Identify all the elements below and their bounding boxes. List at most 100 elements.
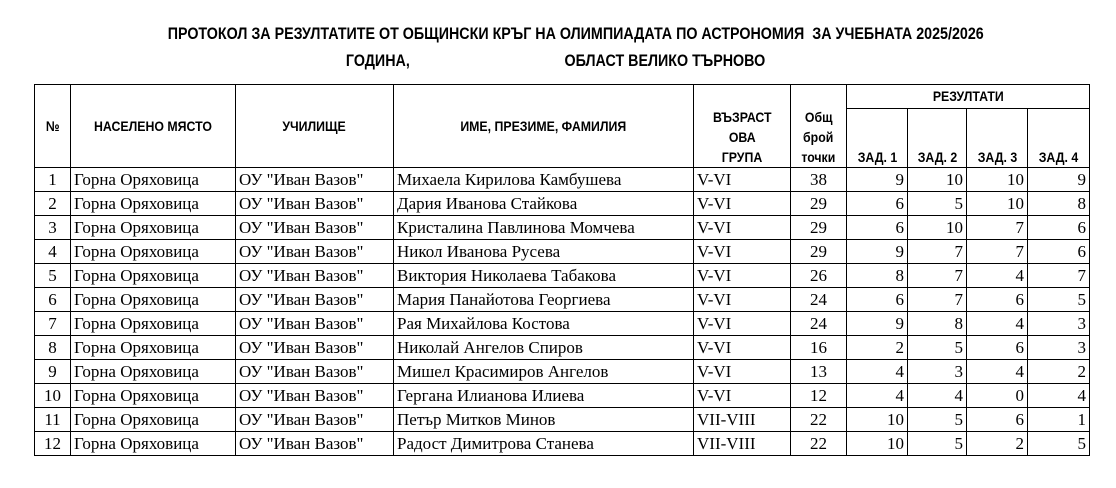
cell-name: Дария Иванова Стайкова: [393, 191, 694, 216]
cell-number: 5: [34, 263, 71, 288]
cell-task-1: 4: [846, 383, 908, 408]
cell-task-4: 6: [1027, 215, 1090, 240]
header-task-1: ЗАД. 1: [846, 107, 908, 169]
cell-total: 29: [790, 191, 847, 216]
cell-task-3: 2: [966, 431, 1028, 456]
header-place: НАСЕЛЕНО МЯСТО: [70, 84, 236, 168]
cell-school: ОУ "Иван Вазов": [235, 239, 394, 264]
cell-school: ОУ "Иван Вазов": [235, 263, 394, 288]
cell-place: Горна Оряховица: [70, 215, 236, 240]
table-row: 2 Горна Оряховица ОУ "Иван Вазов" Дария Ива…: [34, 191, 1090, 216]
cell-task-4: 1: [1027, 407, 1090, 432]
cell-task-1: 6: [846, 215, 908, 240]
cell-name: Гергана Илианова Илиева: [393, 383, 694, 408]
table-row: 11 Горна Оряховица ОУ "Иван Вазов" Петър Ми…: [34, 407, 1090, 432]
cell-age-group: V-VI: [693, 311, 791, 336]
cell-name: Михаела Кирилова Камбушева: [393, 167, 694, 192]
cell-school: ОУ "Иван Вазов": [235, 335, 394, 360]
cell-task-1: 6: [846, 191, 908, 216]
cell-task-4: 6: [1027, 239, 1090, 264]
cell-total: 13: [790, 359, 847, 384]
cell-school: ОУ "Иван Вазов": [235, 287, 394, 312]
cell-task-3: 10: [966, 167, 1028, 192]
cell-school: ОУ "Иван Вазов": [235, 311, 394, 336]
cell-task-3: 4: [966, 359, 1028, 384]
cell-age-group: VII-VIII: [693, 431, 791, 456]
title-text: ГОДИНА, ОБЛАСТ ВЕЛИКО ТЪРНОВО: [346, 51, 766, 70]
cell-task-4: 3: [1027, 335, 1090, 360]
cell-number: 6: [34, 287, 71, 312]
cell-total: 24: [790, 287, 847, 312]
cell-name: Петър Митков Минов: [393, 407, 694, 432]
cell-total: 22: [790, 431, 847, 456]
cell-total: 24: [790, 311, 847, 336]
table-row: 3 Горна Оряховица ОУ "Иван Вазов" Кристалин…: [34, 215, 1090, 240]
cell-task-2: 8: [907, 311, 967, 336]
cell-school: ОУ "Иван Вазов": [235, 431, 394, 456]
cell-task-3: 6: [966, 407, 1028, 432]
cell-task-2: 10: [907, 167, 967, 192]
cell-task-3: 0: [966, 383, 1028, 408]
cell-number: 3: [34, 215, 71, 240]
cell-number: 4: [34, 239, 71, 264]
cell-name: Мишел Красимиров Ангелов: [393, 359, 694, 384]
cell-number: 2: [34, 191, 71, 216]
header-age-group: ВЪЗРАСТ ОВА ГРУПА: [693, 84, 791, 168]
cell-task-1: 9: [846, 239, 908, 264]
cell-place: Горна Оряховица: [70, 431, 236, 456]
cell-school: ОУ "Иван Вазов": [235, 383, 394, 408]
cell-task-3: 6: [966, 335, 1028, 360]
cell-age-group: V-VI: [693, 191, 791, 216]
table-row: 10 Горна Оряховица ОУ "Иван Вазов" Гергана …: [34, 383, 1090, 408]
cell-task-1: 4: [846, 359, 908, 384]
cell-number: 10: [34, 383, 71, 408]
cell-task-3: 7: [966, 215, 1028, 240]
header-number: №: [34, 84, 71, 168]
table-row: 1 Горна Оряховица ОУ "Иван Вазов" Михаела К…: [34, 167, 1090, 192]
cell-task-4: 7: [1027, 263, 1090, 288]
cell-task-2: 4: [907, 383, 967, 408]
table-row: 5 Горна Оряховица ОУ "Иван Вазов" Виктория …: [34, 263, 1090, 288]
cell-name: Рая Михайлова Костова: [393, 311, 694, 336]
document-title-line-1: ПРОТОКОЛ ЗА РЕЗУЛТАТИТЕ ОТ ОБЩИНСКИ КРЪГ…: [18, 24, 1116, 44]
cell-place: Горна Оряховица: [70, 335, 236, 360]
cell-name: Виктория Николаева Табакова: [393, 263, 694, 288]
cell-task-2: 5: [907, 191, 967, 216]
cell-school: ОУ "Иван Вазов": [235, 191, 394, 216]
cell-task-3: 7: [966, 239, 1028, 264]
cell-age-group: V-VI: [693, 359, 791, 384]
cell-place: Горна Оряховица: [70, 167, 236, 192]
cell-age-group: V-VI: [693, 215, 791, 240]
header-total: Общ брой точки: [790, 84, 847, 168]
cell-total: 29: [790, 215, 847, 240]
cell-place: Горна Оряховица: [70, 407, 236, 432]
cell-place: Горна Оряховица: [70, 359, 236, 384]
cell-place: Горна Оряховица: [70, 239, 236, 264]
cell-age-group: V-VI: [693, 287, 791, 312]
cell-total: 29: [790, 239, 847, 264]
cell-name: Николай Ангелов Спиров: [393, 335, 694, 360]
cell-name: Никол Иванова Русева: [393, 239, 694, 264]
cell-school: ОУ "Иван Вазов": [235, 407, 394, 432]
cell-task-2: 7: [907, 263, 967, 288]
cell-age-group: V-VI: [693, 167, 791, 192]
cell-task-3: 4: [966, 263, 1028, 288]
cell-task-3: 4: [966, 311, 1028, 336]
cell-task-3: 6: [966, 287, 1028, 312]
cell-task-4: 5: [1027, 431, 1090, 456]
header-results: РЕЗУЛТАТИ: [846, 84, 1090, 109]
cell-number: 9: [34, 359, 71, 384]
cell-task-4: 3: [1027, 311, 1090, 336]
cell-task-1: 9: [846, 311, 908, 336]
cell-task-1: 10: [846, 407, 908, 432]
table-row: 6 Горна Оряховица ОУ "Иван Вазов" Мария Пан…: [34, 287, 1090, 312]
cell-school: ОУ "Иван Вазов": [235, 215, 394, 240]
cell-place: Горна Оряховица: [70, 191, 236, 216]
cell-number: 8: [34, 335, 71, 360]
cell-task-2: 5: [907, 407, 967, 432]
cell-age-group: V-VI: [693, 239, 791, 264]
cell-name: Кристалина Павлинова Момчева: [393, 215, 694, 240]
cell-place: Горна Оряховица: [70, 263, 236, 288]
cell-total: 26: [790, 263, 847, 288]
cell-number: 11: [34, 407, 71, 432]
